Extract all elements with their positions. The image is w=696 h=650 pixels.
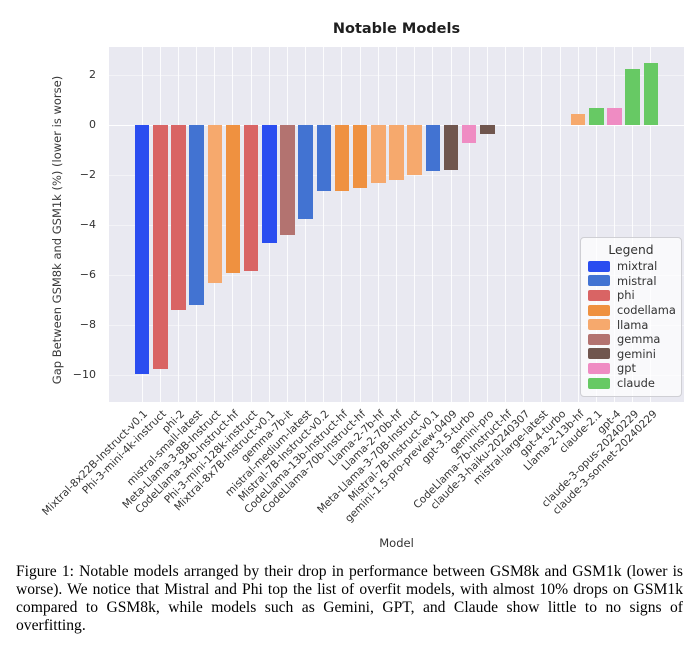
phi-color-swatch: [588, 289, 610, 301]
legend-label: mixtral: [617, 259, 658, 274]
legend-row: phi: [588, 288, 674, 303]
legend-label: mistral: [617, 273, 657, 288]
h-gridline: [109, 74, 684, 76]
v-gridline: [341, 47, 343, 402]
legend-label: llama: [617, 317, 649, 332]
v-gridline: [486, 47, 488, 402]
v-gridline: [595, 47, 597, 402]
legend-row: claude: [588, 376, 674, 391]
bar: [607, 107, 622, 125]
bar: [334, 125, 350, 192]
bar: [352, 125, 368, 188]
y-tick-label: 0: [89, 118, 96, 131]
bar: [589, 107, 604, 125]
legend-row: codellama: [588, 303, 676, 318]
gemma-color-swatch: [588, 333, 610, 345]
v-gridline: [523, 47, 525, 402]
chart-title: Notable Models: [332, 21, 461, 37]
y-tick-label: −10: [72, 368, 96, 381]
legend-row: mixtral: [588, 259, 674, 274]
legend-row: gemma: [588, 332, 674, 347]
v-gridline: [414, 47, 416, 402]
plot-area: Legend mixtral mistral phi codellama llama ge…: [109, 47, 684, 402]
v-gridline: [396, 47, 397, 402]
legend-label: phi: [617, 288, 635, 303]
v-gridline: [505, 47, 507, 402]
bar: [407, 125, 422, 175]
bar: [280, 125, 295, 235]
v-gridline: [614, 47, 616, 402]
y-tick-label: −8: [79, 318, 96, 331]
legend-row: gpt: [588, 361, 674, 376]
v-gridline: [541, 47, 543, 402]
bar: [134, 125, 150, 374]
codellama-color-swatch: [588, 304, 610, 316]
h-gridline: [109, 224, 684, 226]
y-tick-label: −6: [79, 268, 96, 281]
claude-color-swatch: [588, 377, 610, 389]
bar: [461, 125, 477, 143]
bar: [189, 125, 204, 305]
h-gridline: [109, 274, 684, 276]
bar: [262, 125, 277, 243]
legend-label: gpt: [617, 361, 636, 376]
legend-label: gemini: [617, 346, 656, 361]
llama-color-swatch: [588, 319, 610, 331]
bar: [298, 125, 313, 219]
bar: [171, 125, 186, 310]
legend-items: mixtral mistral phi codellama llama gemma gemi…: [588, 259, 676, 391]
bar: [625, 68, 640, 125]
v-gridline: [432, 47, 434, 402]
legend-label: gemma: [617, 332, 661, 347]
v-gridline: [450, 47, 452, 402]
y-tick-label: −2: [79, 168, 96, 181]
v-gridline: [632, 47, 634, 402]
bar: [153, 125, 168, 369]
v-gridline: [577, 47, 579, 402]
v-gridline: [305, 47, 307, 402]
bar: [225, 125, 241, 273]
gpt-color-swatch: [588, 362, 610, 374]
legend-label: claude: [617, 376, 655, 391]
bar: [480, 125, 495, 134]
figure-caption: Figure 1: Notable models arranged by the…: [16, 563, 683, 635]
legend-row: llama: [588, 317, 674, 332]
gemini-color-swatch: [588, 348, 610, 360]
bar: [207, 125, 223, 283]
bar: [425, 125, 441, 172]
y-tick-label: 2: [89, 68, 96, 81]
bar: [570, 113, 586, 125]
bar: [371, 125, 386, 183]
legend-title: Legend: [608, 243, 654, 257]
bar: [316, 125, 332, 192]
bar: [443, 125, 459, 170]
v-gridline: [650, 47, 652, 402]
v-gridline: [359, 47, 361, 402]
v-gridline: [559, 47, 561, 402]
legend-row: mistral: [588, 274, 674, 289]
bar: [243, 125, 259, 272]
legend-row: gemini: [588, 347, 674, 362]
v-gridline: [323, 47, 325, 402]
x-axis-label: Model: [379, 536, 414, 550]
bar: [389, 125, 404, 180]
h-gridline: [109, 324, 684, 326]
legend-label: codellama: [617, 303, 676, 318]
mixtral-color-swatch: [588, 260, 610, 272]
legend-box: Legend mixtral mistral phi codellama llama ge…: [580, 237, 682, 398]
v-gridline: [377, 47, 379, 402]
v-gridline: [468, 47, 470, 402]
bar: [643, 62, 659, 125]
h-gridline: [109, 374, 684, 376]
y-tick-label: −4: [79, 218, 96, 231]
mistral-color-swatch: [588, 275, 610, 287]
